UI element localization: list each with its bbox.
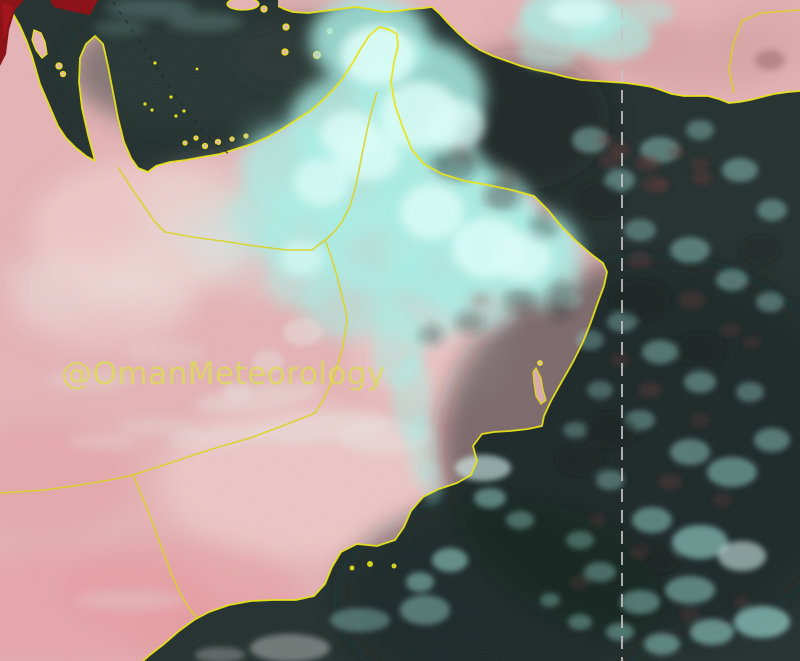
noise-overlay	[0, 0, 800, 661]
satellite-weather-image: @OmanMeteorology	[0, 0, 800, 661]
satellite-canvas: @OmanMeteorology	[0, 0, 800, 661]
